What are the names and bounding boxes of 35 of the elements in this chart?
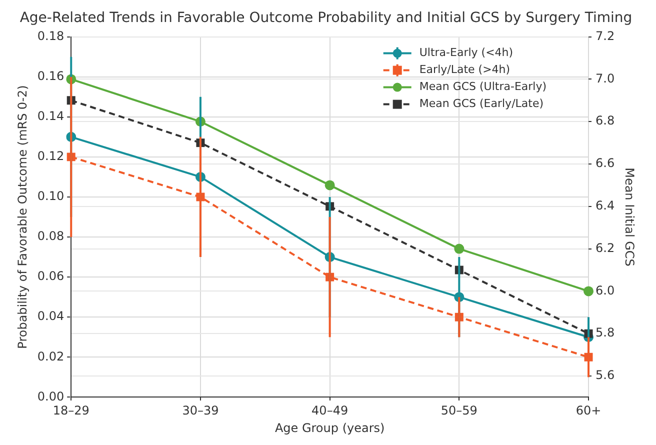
y2-tick-label: 6.6 [596, 156, 615, 170]
y-tick-label: 0.10 [37, 189, 64, 204]
legend-label: Mean GCS (Early/Late) [419, 97, 544, 110]
y2-tick-label: 5.8 [596, 326, 615, 340]
y-tick-label: 0.12 [37, 149, 64, 164]
y2-tick-label: 6.8 [596, 114, 615, 128]
legend-label: Mean GCS (Ultra-Early) [419, 80, 547, 94]
point [454, 244, 464, 254]
point [324, 180, 335, 190]
y2-tick-label: 5.6 [596, 368, 615, 382]
x-tick-label: 30–39 [182, 404, 219, 418]
x-axis-title: Age Group (years) [274, 420, 385, 435]
point [584, 286, 594, 296]
y2-tick-label: 7.2 [596, 28, 615, 43]
x-tick-label: 18–29 [52, 404, 90, 418]
y2-axis-title: Mean Initial GCS [622, 168, 637, 266]
chart-title: Age-Related Trends in Favorable Outcome Probability and Initial GCS by Surgery Timing [20, 10, 632, 26]
y-tick-label: 0.16 [37, 68, 64, 83]
legend-label: Early/Late (>4h) [419, 63, 510, 76]
y-tick-label: 0.08 [37, 229, 64, 244]
y2-tick-label: 6.0 [596, 283, 615, 298]
legend-label: Ultra-Early (<4h) [419, 46, 514, 60]
y-tick-label: 0.18 [37, 28, 64, 43]
y-tick-label: 0.04 [37, 309, 64, 324]
y-tick-label: 0.02 [37, 349, 64, 364]
y-tick-label: 0.06 [37, 269, 64, 284]
y-tick-label: 0.00 [37, 389, 64, 404]
y-axis-title: Probability of Favorable Outcome (mRS 0-2) [15, 85, 30, 349]
y2-tick-label: 6.2 [596, 240, 615, 255]
y-tick-label: 0.14 [37, 109, 64, 124]
x-tick-label: 50–59 [440, 404, 478, 418]
x-tick-label: 60+ [576, 404, 602, 418]
x-tick-label: 40–49 [312, 404, 348, 418]
y2-tick-label: 6.4 [596, 198, 615, 213]
y2-tick-label: 7.0 [596, 71, 615, 86]
